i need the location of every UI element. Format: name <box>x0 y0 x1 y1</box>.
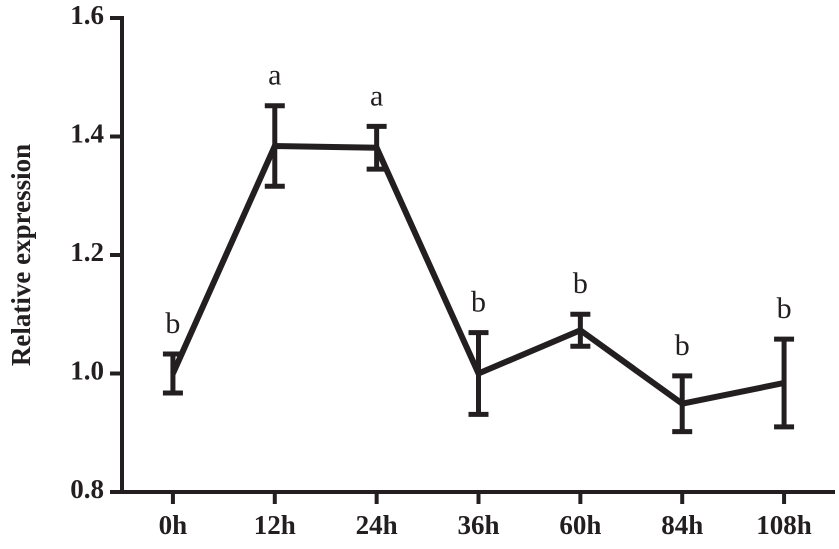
y-tick-label: 1.0 <box>70 356 104 386</box>
x-tick-label: 0h <box>159 510 188 540</box>
y-axis-label: Relative expression <box>6 144 36 366</box>
significance-label: a <box>370 79 383 112</box>
significance-label: b <box>675 329 690 362</box>
y-tick-label: 1.6 <box>70 0 104 30</box>
error-bar <box>468 330 489 417</box>
significance-label: b <box>777 292 792 325</box>
significance-label: b <box>573 267 588 300</box>
y-tick-label: 0.8 <box>70 474 104 504</box>
error-bar <box>672 373 693 435</box>
x-tick-label: 12h <box>254 510 296 540</box>
error-bar <box>774 336 795 430</box>
x-tick-label: 36h <box>457 510 499 540</box>
x-tick-label: 60h <box>559 510 601 540</box>
error-bar <box>570 311 591 349</box>
x-tick-label: 108h <box>756 510 812 540</box>
y-tick-label: 1.4 <box>70 119 104 149</box>
significance-label: b <box>471 286 486 319</box>
significance-label: b <box>165 307 180 340</box>
error-bar <box>264 103 285 189</box>
x-tick-label: 24h <box>356 510 398 540</box>
significance-label: a <box>268 59 281 92</box>
error-bar <box>366 123 387 172</box>
error-bar <box>162 351 183 396</box>
y-tick-label: 1.2 <box>70 237 104 267</box>
x-tick-label: 84h <box>661 510 703 540</box>
